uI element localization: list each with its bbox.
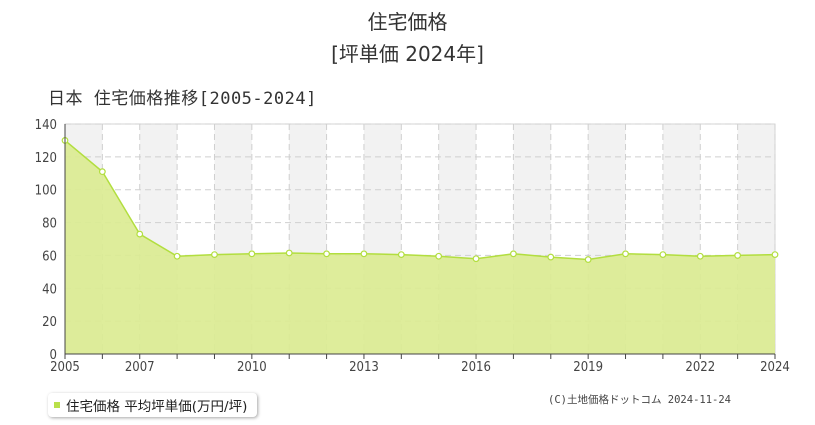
legend: 住宅価格 平均坪単価(万円/坪) bbox=[48, 393, 258, 417]
y-tick-label: 40 bbox=[42, 282, 57, 297]
x-tick-labels: 2005 2007 2010 2013 2016 2019 2022 2024 bbox=[50, 360, 790, 375]
data-point bbox=[323, 250, 330, 258]
y-tick-label: 120 bbox=[35, 151, 57, 166]
page-subtitle: [坪単価 2024年] bbox=[331, 42, 484, 66]
x-tick-label: 2024 bbox=[760, 360, 790, 375]
data-point bbox=[173, 252, 181, 260]
data-point bbox=[397, 251, 405, 259]
copyright-text: (C)土地価格ドットコム 2024-11-24 bbox=[548, 394, 732, 406]
data-point bbox=[659, 251, 667, 259]
y-tick-label: 100 bbox=[35, 184, 57, 199]
data-point bbox=[622, 250, 629, 258]
y-tick-label: 80 bbox=[42, 217, 57, 232]
series-line bbox=[64, 139, 776, 261]
x-tick-label: 2016 bbox=[461, 360, 491, 375]
data-point bbox=[360, 250, 368, 258]
x-tick-label: 2022 bbox=[685, 360, 715, 375]
area-fill bbox=[65, 140, 775, 354]
data-point bbox=[285, 249, 293, 257]
page-title: 住宅価格 bbox=[367, 10, 448, 34]
data-point bbox=[136, 230, 144, 238]
data-point bbox=[510, 250, 517, 258]
x-tick-label: 2005 bbox=[50, 360, 80, 375]
legend-swatch bbox=[54, 402, 60, 408]
axes bbox=[64, 124, 776, 359]
y-tick-label: 140 bbox=[35, 118, 57, 133]
legend-label: 住宅価格 平均坪単価(万円/坪) bbox=[66, 399, 248, 415]
data-point bbox=[248, 250, 256, 258]
x-tick-label: 2019 bbox=[573, 360, 603, 375]
data-point bbox=[547, 253, 555, 261]
chart-heading: 日本 住宅価格推移[2005-2024] bbox=[48, 89, 317, 109]
area-series bbox=[64, 139, 776, 354]
y-tick-label: 60 bbox=[42, 249, 57, 264]
data-point bbox=[211, 251, 218, 259]
y-tick-label: 0 bbox=[50, 348, 57, 363]
data-point bbox=[435, 252, 443, 260]
data-point bbox=[584, 256, 592, 263]
x-tick-label: 2010 bbox=[237, 360, 267, 375]
data-point bbox=[472, 255, 480, 263]
data-point bbox=[771, 251, 779, 259]
y-tick-labels: 0 20 40 60 80 100 120 140 bbox=[35, 118, 57, 363]
x-tick-label: 2007 bbox=[125, 360, 155, 375]
x-tick-label: 2013 bbox=[349, 360, 379, 375]
data-point bbox=[98, 168, 106, 176]
y-tick-label: 20 bbox=[42, 315, 57, 330]
data-markers bbox=[61, 137, 779, 263]
data-point bbox=[734, 252, 742, 259]
data-point bbox=[696, 252, 704, 260]
